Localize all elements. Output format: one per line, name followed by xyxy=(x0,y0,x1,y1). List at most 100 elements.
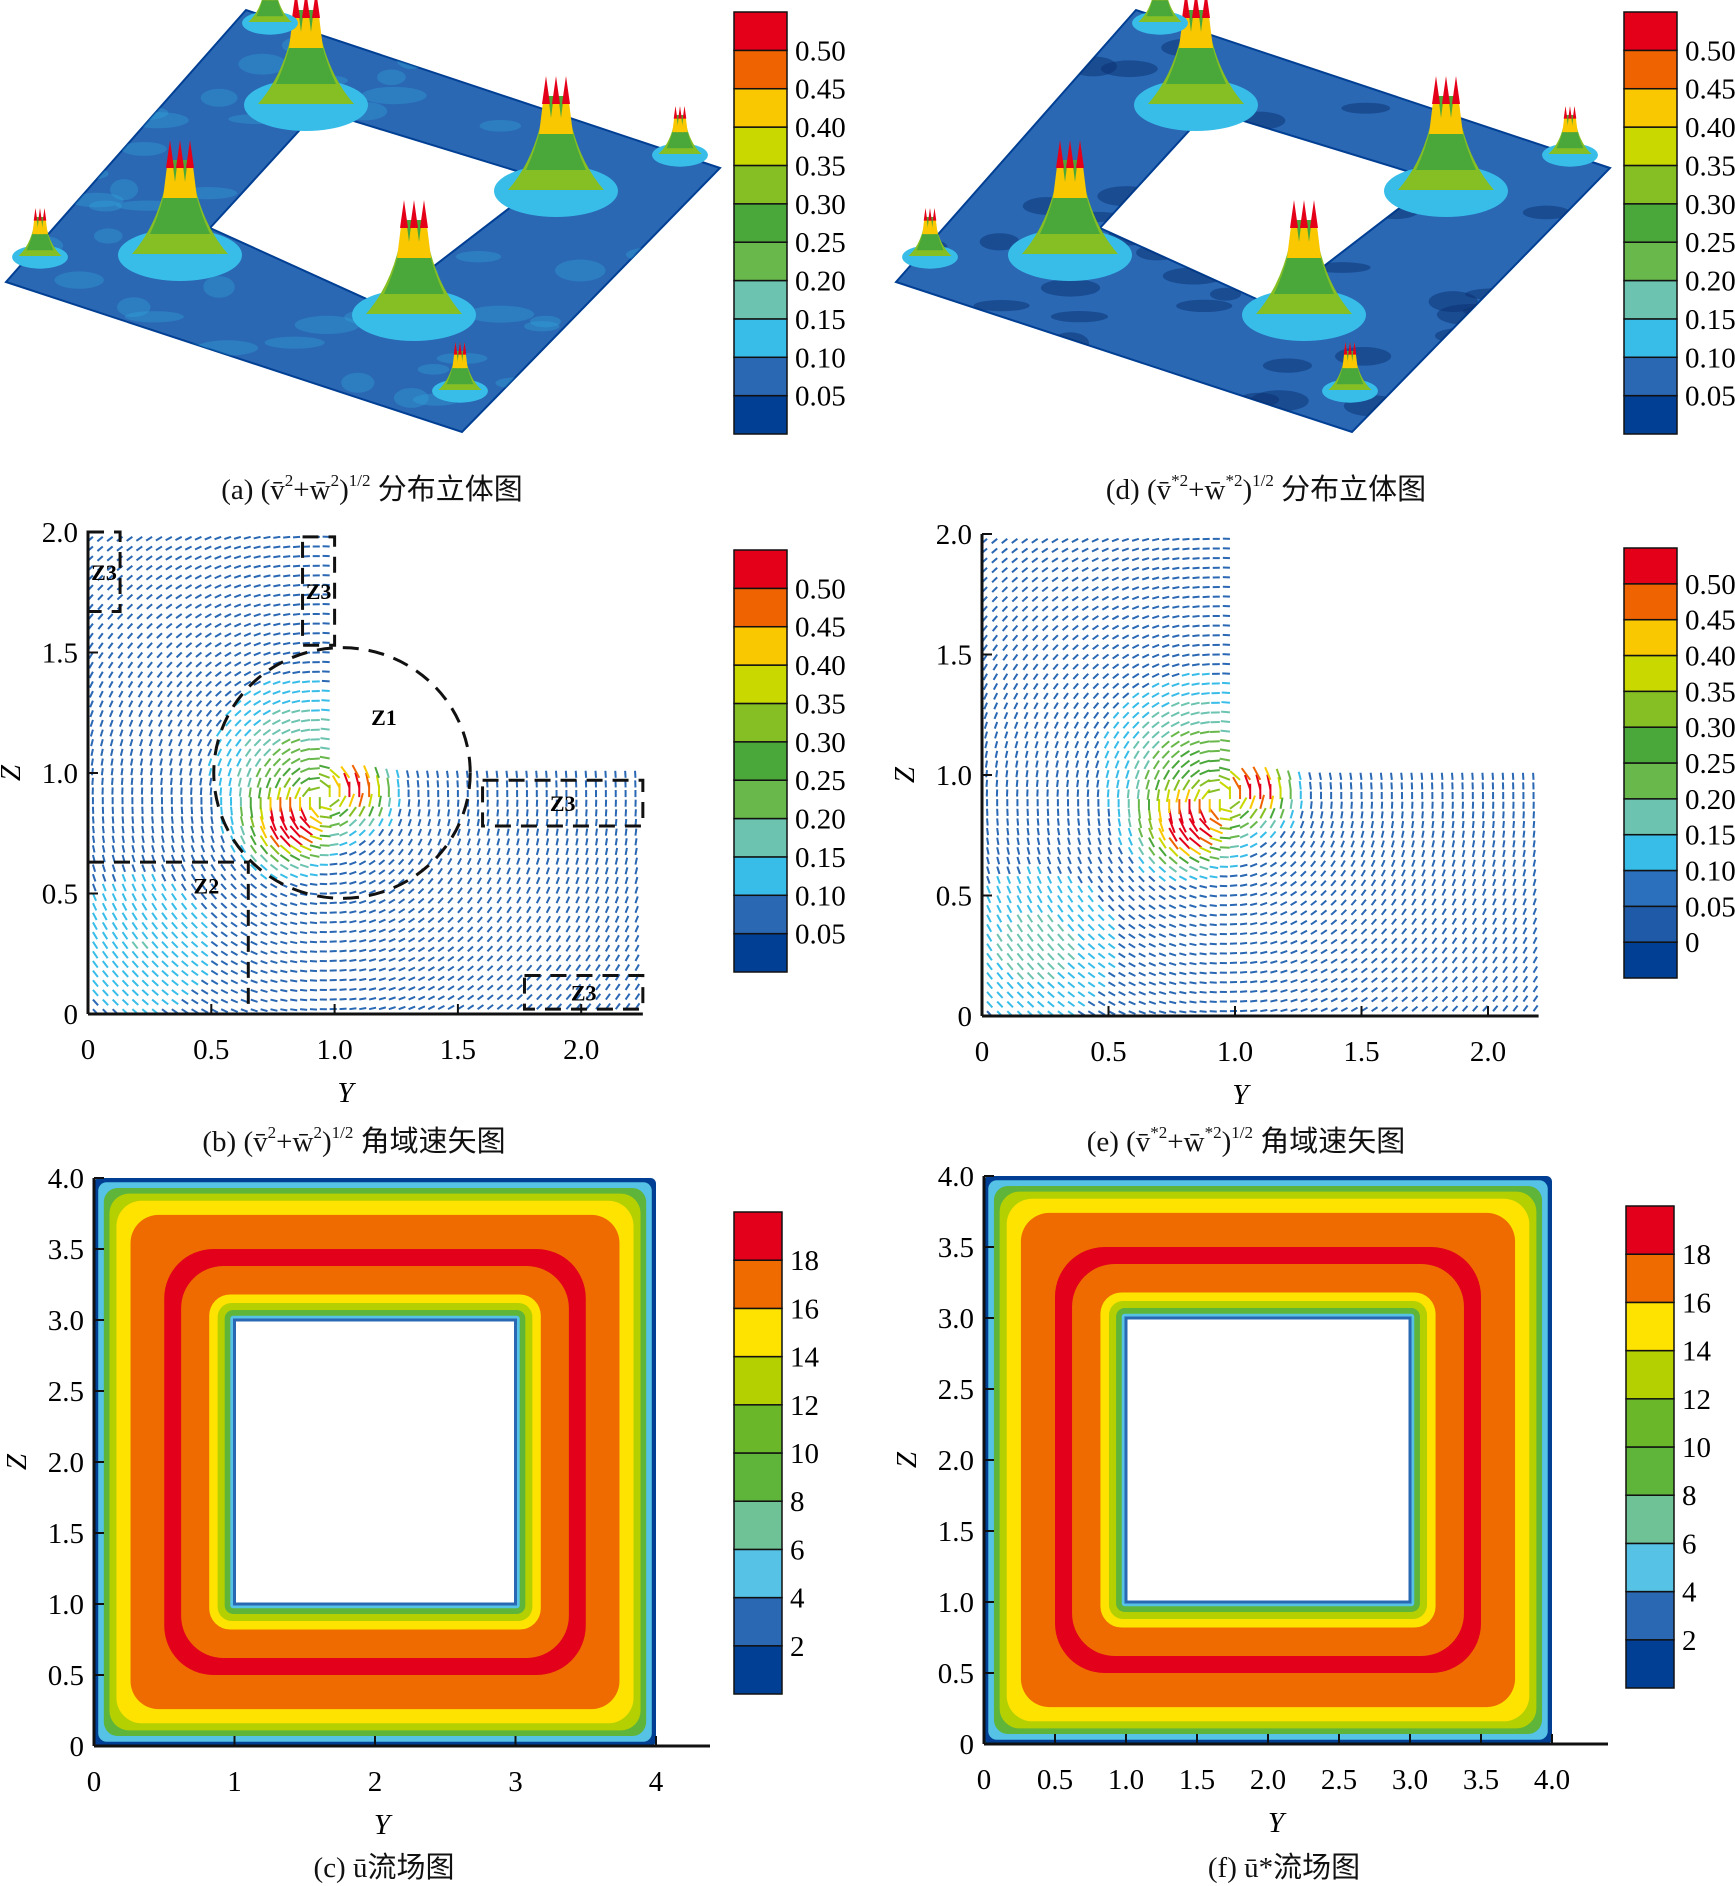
vector-arrow xyxy=(418,898,423,903)
vector-arrow xyxy=(478,1005,484,1009)
vector-arrow xyxy=(1351,831,1353,838)
vector-arrow xyxy=(349,950,356,951)
vector-arrow xyxy=(1087,780,1088,787)
vector-arrow xyxy=(1200,751,1210,754)
vector-arrow xyxy=(1189,905,1196,907)
vector-arrow xyxy=(616,1003,620,1009)
vector-arrow xyxy=(207,710,212,716)
x-tick-label: 2.0 xyxy=(563,1034,599,1066)
vector-arrow xyxy=(272,720,280,724)
vector-arrow xyxy=(379,929,386,932)
vector-arrow xyxy=(1432,1006,1437,1011)
vector-arrow xyxy=(438,928,443,933)
vector-arrow xyxy=(468,868,471,874)
vector-arrow xyxy=(1078,924,1084,930)
vector-arrow xyxy=(1372,880,1376,886)
vector-arrow xyxy=(152,922,157,929)
vector-arrow xyxy=(1362,821,1364,828)
vector-arrow xyxy=(320,738,329,739)
vector-arrow xyxy=(1159,905,1165,909)
vector-arrow xyxy=(1142,558,1149,560)
vector-arrow xyxy=(1123,664,1129,668)
vector-arrow xyxy=(635,829,636,836)
vector-arrow xyxy=(205,546,211,549)
vector-arrow xyxy=(1109,963,1116,967)
vector-arrow xyxy=(566,926,569,932)
vector-arrow xyxy=(1270,961,1277,963)
vector-arrow xyxy=(1382,890,1386,896)
vector-arrow xyxy=(1190,751,1200,755)
vector-arrow xyxy=(1392,929,1397,934)
vector-arrow xyxy=(1523,986,1527,992)
colorbar-label: 4 xyxy=(1682,1577,1697,1609)
vector-arrow xyxy=(379,920,385,923)
vector-arrow xyxy=(1109,876,1113,882)
vector-arrow xyxy=(1291,872,1296,877)
vector-arrow xyxy=(1004,683,1007,689)
vector-arrow xyxy=(1210,867,1218,869)
vector-arrow xyxy=(201,1000,208,1004)
colorbar-label: 2 xyxy=(790,1631,805,1663)
vector-arrow xyxy=(1270,1010,1277,1011)
vector-arrow xyxy=(606,877,608,884)
vector-arrow xyxy=(1119,953,1125,957)
vector-arrow xyxy=(1483,918,1486,924)
vector-arrow xyxy=(231,1000,238,1003)
vector-arrow xyxy=(149,730,152,737)
vector-arrow xyxy=(438,977,444,981)
vector-arrow xyxy=(1392,948,1397,953)
vector-arrow xyxy=(149,710,152,716)
vector-arrow xyxy=(517,829,518,836)
vector-arrow xyxy=(547,965,551,971)
vector-arrow xyxy=(626,896,628,903)
vector-arrow xyxy=(1058,1002,1064,1007)
vector-arrow xyxy=(330,893,337,894)
vector-arrow xyxy=(108,595,113,600)
vector-arrow xyxy=(1017,896,1021,904)
vector-arrow xyxy=(1493,928,1496,934)
vector-arrow xyxy=(1149,992,1156,994)
vector-arrow xyxy=(263,691,270,694)
vector-arrow xyxy=(175,537,181,540)
vector-arrow xyxy=(205,566,211,569)
vector-arrow xyxy=(1453,860,1455,867)
vector-arrow xyxy=(103,922,107,929)
vector-arrow xyxy=(1152,606,1159,608)
vector-arrow xyxy=(1281,941,1288,944)
peak-tip xyxy=(1432,76,1440,104)
vector-arrow xyxy=(1523,976,1527,982)
vector-arrow xyxy=(1172,539,1179,540)
vector-arrow xyxy=(596,809,597,816)
vector-arrow xyxy=(1483,938,1487,944)
vector-arrow xyxy=(178,701,182,707)
caption-part: (a) (v̄ xyxy=(221,474,285,506)
colorbar-bin xyxy=(1624,691,1677,727)
vector-arrow xyxy=(254,546,261,548)
vector-arrow xyxy=(418,849,422,855)
vector-arrow xyxy=(438,898,443,903)
vector-arrow xyxy=(1189,934,1196,936)
vector-arrow xyxy=(1503,811,1504,818)
surface-ripple xyxy=(1263,358,1312,372)
vector-arrow xyxy=(1523,831,1524,838)
vector-arrow xyxy=(1058,982,1064,988)
vector-arrow xyxy=(200,778,201,785)
vector-arrow xyxy=(1105,741,1109,748)
vector-arrow xyxy=(635,994,639,1000)
vector-arrow xyxy=(1210,963,1217,964)
vector-arrow xyxy=(241,922,247,926)
vector-arrow xyxy=(497,927,501,933)
vector-arrow xyxy=(280,903,287,906)
vector-arrow xyxy=(300,874,308,876)
vector-arrow xyxy=(992,587,997,592)
region-label: Z3 xyxy=(571,980,597,1005)
vector-arrow xyxy=(1007,838,1008,845)
vector-arrow xyxy=(251,971,258,974)
vector-arrow xyxy=(379,1007,386,1009)
vector-arrow xyxy=(320,836,331,837)
vector-arrow xyxy=(121,768,122,775)
vector-arrow xyxy=(359,979,366,980)
vector-arrow xyxy=(182,990,188,995)
vector-arrow xyxy=(987,963,992,970)
vector-arrow xyxy=(209,759,212,766)
